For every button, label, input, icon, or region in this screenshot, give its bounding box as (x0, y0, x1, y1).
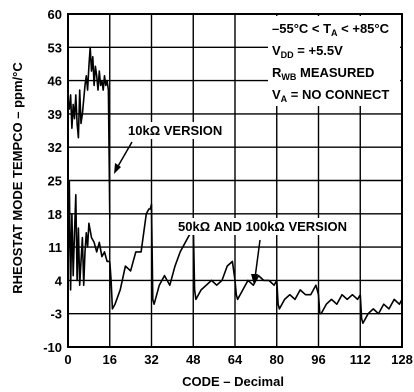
conditions-background (268, 16, 400, 106)
tick-labels: 0 16 32 48 64 80 96 112 128 60 53 46 39 32 25 18 11 4 -3 -1… (43, 7, 413, 367)
x-tick-label: 64 (228, 352, 243, 367)
series-group (67, 46, 403, 324)
condition-vdd: VDD = +5.5V (272, 43, 343, 60)
y-tick-label: 53 (48, 40, 62, 55)
series-line-10k (67, 46, 111, 219)
y-tick-label: 60 (48, 7, 62, 22)
x-tick-label: 96 (311, 352, 325, 367)
y-tick-label: -10 (43, 340, 62, 355)
y-tick-label: 25 (48, 174, 62, 189)
condition-rwb: RWB MEASURED (272, 65, 374, 82)
y-tick-label: 46 (48, 74, 62, 89)
condition-temp: –55°C < TA < +85°C (272, 21, 390, 38)
x-tick-label: 32 (144, 352, 158, 367)
annotation-50k-arrow (254, 239, 261, 279)
x-tick-label: 112 (350, 352, 371, 367)
x-tick-label: 128 (391, 352, 413, 367)
annotation-10k-arrow (116, 141, 133, 169)
x-tick-label: 48 (186, 352, 200, 367)
condition-va: VA = NO CONNECT (272, 87, 389, 104)
x-axis-title: CODE – Decimal (182, 374, 284, 389)
x-tick-label: 16 (103, 352, 117, 367)
x-tick-label: 0 (64, 352, 71, 367)
x-tick-label: 80 (270, 352, 284, 367)
annotation-background (126, 122, 225, 139)
y-tick-label: 11 (48, 240, 62, 255)
y-tick-label: 18 (48, 207, 62, 222)
series-line-50k-100k (67, 179, 403, 324)
annotation-10k-version: 10kΩ VERSION (128, 123, 222, 138)
annotation-50k-100k-version: 50kΩ AND 100kΩ VERSION (178, 219, 347, 234)
y-tick-label: 4 (55, 273, 63, 288)
y-tick-label: 39 (48, 107, 62, 122)
plot-frame (67, 13, 403, 348)
y-tick-label: 32 (48, 140, 62, 155)
y-tick-label: -3 (50, 307, 62, 322)
annotation-50k-arrowhead (251, 274, 258, 285)
annotation-10k-arrowhead (114, 163, 121, 174)
y-axis-title: RHEOSTAT MODE TEMPCO – ppm/°C (10, 62, 25, 294)
conditions-box: –55°C < TA < +85°C VDD = +5.5V RWB MEASURE… (268, 16, 400, 106)
annotation-background (176, 218, 349, 235)
